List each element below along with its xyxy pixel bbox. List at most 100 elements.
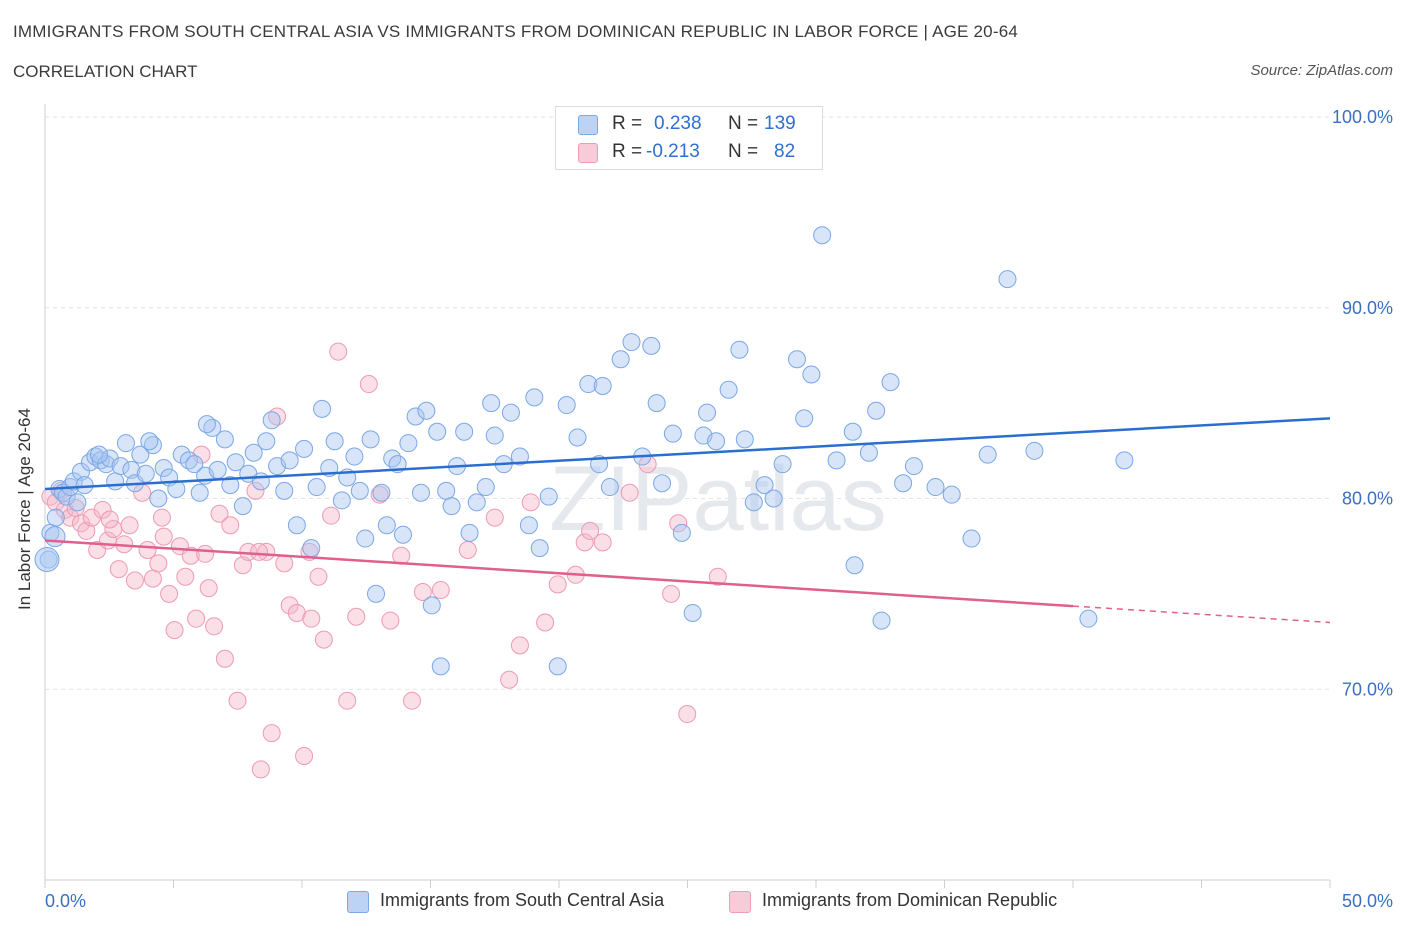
- point-dominican-republic: [329, 342, 348, 361]
- point-dominican-republic: [221, 516, 240, 535]
- point-south-central-asia: [422, 596, 441, 615]
- point-south-central-asia: [764, 489, 783, 508]
- y-axis-label: In Labor Force | Age 20-64: [15, 408, 34, 610]
- point-south-central-asia: [361, 430, 380, 449]
- point-south-central-asia: [302, 539, 321, 558]
- point-dominican-republic: [246, 481, 265, 500]
- point-south-central-asia: [843, 422, 862, 441]
- point-dominican-republic: [581, 521, 600, 540]
- point-south-central-asia: [942, 485, 961, 504]
- point-dominican-republic: [593, 533, 612, 552]
- correlation-legend: R = 0.238 N = 139 R = -0.213 N = 82: [555, 106, 823, 170]
- point-dominican-republic: [413, 582, 432, 601]
- point-dominican-republic: [302, 609, 321, 628]
- point-south-central-asia: [313, 399, 332, 418]
- point-south-central-asia: [437, 481, 456, 500]
- point-south-central-asia: [698, 403, 717, 422]
- point-dominican-republic: [708, 567, 727, 586]
- point-south-central-asia: [215, 430, 234, 449]
- point-dominican-republic: [120, 516, 139, 535]
- tick-labels: 70.0% 80.0% 90.0% 100.0% 0.0% 50.0%: [45, 107, 1393, 911]
- point-dominican-republic: [205, 617, 224, 636]
- point-dominican-republic: [61, 508, 80, 527]
- point-south-central-asia: [600, 478, 619, 497]
- point-dominican-republic: [160, 584, 179, 603]
- point-dominican-republic: [322, 506, 341, 525]
- point-dominican-republic: [143, 569, 162, 588]
- point-south-central-asia: [394, 525, 413, 544]
- point-south-central-asia: [1025, 441, 1044, 460]
- legend-n-label: N =: [728, 113, 759, 134]
- point-dominican-republic: [678, 705, 697, 724]
- legend-r-label: R =: [612, 113, 643, 134]
- point-dominican-republic: [280, 596, 299, 615]
- point-south-central-asia: [744, 493, 763, 512]
- legend-r-value: 0.238: [654, 113, 702, 134]
- point-south-central-asia: [787, 350, 806, 369]
- point-dominican-republic: [196, 544, 215, 563]
- point-dominican-republic: [402, 691, 421, 710]
- point-south-central-asia: [455, 422, 474, 441]
- point-dominican-republic: [199, 579, 218, 598]
- point-south-central-asia: [642, 336, 661, 355]
- bottom-legend-swatch-pink: [729, 891, 751, 913]
- point-south-central-asia: [802, 365, 821, 384]
- point-south-central-asia: [116, 434, 135, 453]
- point-south-central-asia: [707, 432, 726, 451]
- point-south-central-asia: [262, 411, 281, 430]
- point-dominican-republic: [181, 546, 200, 565]
- point-south-central-asia: [683, 603, 702, 622]
- point-south-central-asia: [460, 523, 479, 542]
- point-south-central-asia: [185, 455, 204, 474]
- point-south-central-asia: [226, 453, 245, 472]
- point-south-central-asia: [653, 474, 672, 493]
- point-south-central-asia: [257, 432, 276, 451]
- point-south-central-asia: [622, 333, 641, 352]
- point-dominican-republic: [210, 504, 229, 523]
- point-south-central-asia: [131, 445, 150, 464]
- bottom-legend-label: Immigrants from Dominican Republic: [762, 890, 1058, 910]
- point-south-central-asia: [867, 401, 886, 420]
- point-south-central-asia: [663, 424, 682, 443]
- point-dominican-republic: [548, 575, 567, 594]
- point-dominican-republic: [149, 554, 168, 573]
- point-south-central-asia: [672, 523, 691, 542]
- point-south-central-asia: [519, 516, 538, 535]
- point-south-central-asia: [926, 478, 945, 497]
- point-dominican-republic: [125, 571, 144, 590]
- point-dominican-republic: [314, 630, 333, 649]
- point-south-central-asia: [89, 445, 108, 464]
- point-south-central-asia: [154, 458, 173, 477]
- point-dominican-republic: [338, 691, 357, 710]
- point-dominican-republic: [309, 567, 328, 586]
- point-dominican-republic: [510, 636, 529, 655]
- point-dominican-republic: [100, 510, 119, 529]
- point-dominican-republic: [662, 584, 681, 603]
- trend-line-south-central-asia: [44, 417, 1331, 491]
- point-south-central-asia: [735, 430, 754, 449]
- point-south-central-asia: [611, 350, 630, 369]
- point-south-central-asia: [44, 526, 66, 548]
- point-dominican-republic: [154, 527, 173, 546]
- point-south-central-asia: [167, 479, 186, 498]
- point-dominican-republic: [46, 493, 65, 512]
- point-south-central-asia: [111, 457, 130, 476]
- point-dominican-republic: [262, 724, 281, 743]
- point-south-central-asia: [149, 489, 168, 508]
- point-dominican-republic: [215, 649, 234, 668]
- point-south-central-asia: [467, 493, 486, 512]
- point-dominican-republic: [257, 542, 276, 561]
- point-south-central-asia: [525, 388, 544, 407]
- point-dominican-republic: [347, 607, 366, 626]
- point-dominican-republic: [187, 609, 206, 628]
- series-dominican-republic-points: [41, 342, 727, 779]
- point-south-central-asia: [75, 476, 94, 495]
- point-south-central-asia: [881, 373, 900, 392]
- legend-n-label: N =: [728, 141, 759, 162]
- gridlines: [45, 116, 1330, 690]
- point-dominican-republic: [152, 508, 171, 527]
- point-south-central-asia: [221, 476, 240, 495]
- point-south-central-asia: [295, 439, 314, 458]
- x-tick-label-min: 0.0%: [45, 891, 86, 911]
- legend-swatch-pink: [578, 143, 598, 163]
